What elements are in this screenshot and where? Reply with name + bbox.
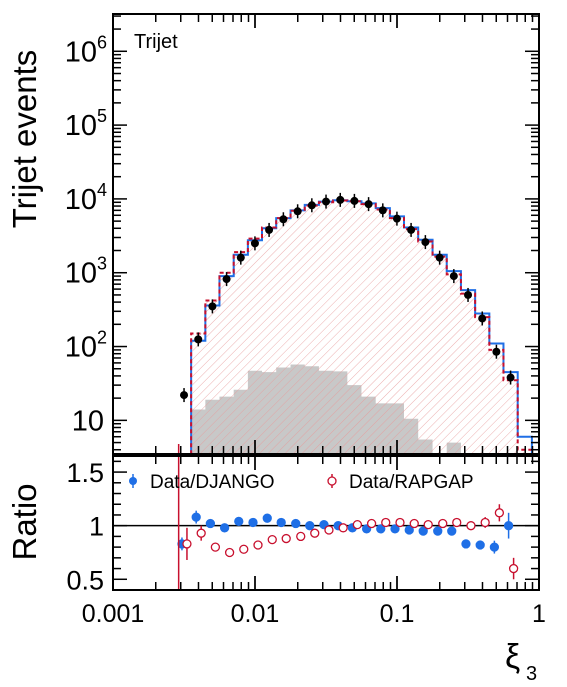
django-ratio-point [248, 517, 258, 528]
main-frame [112, 13, 540, 455]
rapgap-ratio-point [366, 518, 377, 529]
y-tick-label: 106 [65, 32, 107, 68]
data-point [265, 225, 274, 234]
y-axis-title-ratio: Ratio [6, 483, 43, 560]
rapgap-hatch-fill [176, 200, 532, 454]
data-point [336, 195, 345, 204]
django-ratio-point [503, 521, 514, 531]
x-tick-label: 0.1 [380, 600, 415, 628]
data-point [506, 373, 515, 382]
django-ratio-point [262, 513, 272, 523]
django-ratio-point [291, 518, 301, 529]
x-tick-label: 0.001 [82, 600, 145, 628]
y-axis-title-main: Trijet events [6, 50, 43, 229]
data-point [407, 225, 416, 234]
rapgap-ratio-point [494, 508, 505, 518]
django-ratio-point [234, 516, 244, 527]
django-ratio-point [433, 526, 443, 536]
rapgap-ratio-point [296, 531, 306, 542]
rapgap-ratio-point [480, 517, 490, 528]
data-point [208, 302, 217, 311]
rapgap-ratio-point [239, 544, 249, 554]
rapgap-ratio-point [210, 542, 221, 552]
rapgap-ratio-point [224, 547, 235, 558]
data-point [250, 239, 259, 248]
legend-django-label: Data/DJANGO [150, 472, 275, 493]
rapgap-ratio-point [182, 539, 192, 549]
main-plot-area [176, 192, 533, 454]
rapgap-ratio-point [466, 521, 476, 531]
data-point [392, 214, 401, 223]
ratio-y-tick-label: 1.5 [66, 458, 104, 488]
data-point [364, 200, 373, 209]
rapgap-ratio-point [381, 517, 391, 528]
django-ratio-point [376, 524, 386, 534]
ratio-plot-area [113, 456, 539, 590]
legend-rapgap-marker [327, 476, 337, 486]
rapgap-step-line [176, 199, 533, 454]
y-tick-label: 105 [65, 106, 107, 142]
y-tick-label: 10 [72, 405, 104, 437]
legend-rapgap-label: Data/RAPGAP [349, 472, 474, 493]
rapgap-ratio-point [324, 525, 334, 535]
data-point [279, 215, 288, 224]
y-tick-label: 102 [65, 328, 107, 364]
data-point [435, 253, 444, 262]
ratio-frame [112, 455, 540, 591]
rapgap-ratio-point [352, 519, 363, 530]
data-point [307, 201, 316, 210]
rapgap-ratio-point [281, 533, 291, 544]
rapgap-ratio-point [310, 528, 320, 538]
trijet-label: Trijet [134, 31, 178, 53]
x-tick-label: 0.01 [231, 600, 280, 628]
django-ratio-point [205, 518, 216, 529]
django-ratio-point [447, 526, 457, 536]
data-point [322, 197, 331, 206]
ratio-y-tick-label: 1 [89, 512, 104, 542]
data-point [350, 196, 359, 205]
data-point [492, 347, 501, 356]
rapgap-ratio-point [267, 534, 277, 545]
x-axis-title-subscript: 3 [526, 663, 537, 685]
rapgap-ratio-point [423, 519, 433, 530]
data-point [222, 275, 231, 284]
django-ratio-point [276, 517, 286, 528]
rapgap-ratio-point [338, 523, 348, 533]
rapgap-ratio-point [508, 563, 519, 574]
data-point [449, 272, 458, 281]
y-tick-label: 104 [65, 180, 107, 216]
django-ratio-point [489, 542, 500, 552]
x-axis-title-symbol: ξ [505, 638, 520, 676]
x-tick-label: 1 [532, 600, 546, 628]
data-point [421, 238, 430, 247]
rapgap-ratio-point [452, 517, 462, 528]
rapgap-ratio-point [253, 540, 263, 550]
django-ratio-point [475, 540, 485, 550]
django-ratio-point [461, 539, 471, 549]
data-point [194, 335, 203, 344]
django-ratio-point [390, 524, 400, 534]
legend-django-marker [129, 477, 137, 485]
data-point [180, 391, 189, 400]
django-ratio-point [191, 512, 201, 522]
axes [112, 13, 540, 591]
data-point [293, 207, 302, 216]
data-point [236, 253, 245, 262]
django-ratio-point [404, 525, 414, 535]
data-point [464, 290, 473, 299]
x-axis-title: ξ 3 [505, 638, 537, 685]
data-point [378, 206, 387, 215]
axis-labels: Trijet Trijet events Ratio ξ 3 Data/DJAN… [6, 31, 546, 685]
rapgap-ratio-point [438, 518, 448, 529]
ratio-y-tick-label: 0.5 [66, 565, 104, 595]
rapgap-ratio-point [196, 528, 206, 538]
rapgap-ratio-point [395, 517, 405, 528]
django-ratio-point [219, 523, 230, 533]
y-tick-label: 103 [65, 254, 107, 290]
django-ratio-point [418, 526, 428, 536]
django-ratio-point [305, 521, 315, 531]
data-point [478, 314, 487, 323]
rapgap-ratio-point [409, 518, 419, 529]
